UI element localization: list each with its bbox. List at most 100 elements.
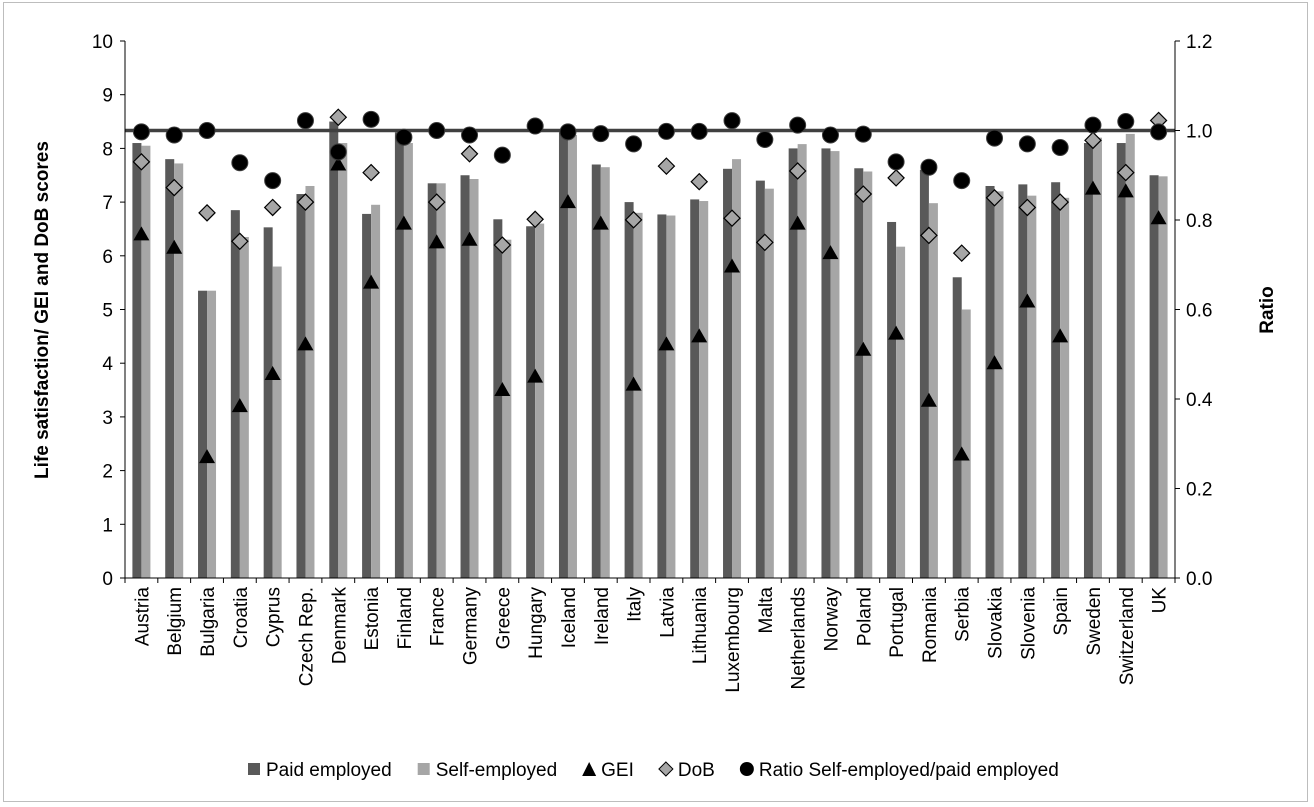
category-label: Malta: [756, 587, 777, 634]
legend-swatch-ratio: [739, 762, 754, 776]
marker-gei: [920, 392, 937, 407]
marker-ratio: [198, 122, 216, 139]
marker-gei: [1150, 210, 1167, 225]
y2-axis-title: Ratio: [1257, 286, 1278, 334]
bar-paid-employed: [755, 180, 765, 578]
legend-swatch-self: [417, 763, 430, 775]
bar-paid-employed: [723, 168, 733, 578]
marker-dob: [755, 233, 774, 252]
marker-gei: [1019, 293, 1036, 308]
marker-dob: [624, 210, 643, 229]
category-label: Poland: [854, 587, 875, 646]
bar-self-employed: [1027, 195, 1037, 578]
marker-gei: [986, 355, 1003, 370]
marker-dob: [1051, 193, 1070, 211]
marker-gei: [559, 194, 576, 209]
bar-paid-employed: [1083, 143, 1093, 578]
legend-label: DoB: [678, 760, 715, 781]
marker-ratio: [493, 146, 511, 164]
bar-self-employed: [1158, 176, 1168, 578]
bar-paid-employed: [558, 132, 568, 579]
y2-tick-label: 0.4: [1186, 390, 1213, 411]
bar-self-employed: [502, 239, 512, 578]
y-tick-label: 10: [92, 32, 113, 53]
legend-swatch-paid: [248, 763, 260, 775]
bar-self-employed: [764, 188, 774, 579]
bar-self-employed: [797, 144, 807, 578]
bar-self-employed: [338, 143, 348, 578]
marker-ratio: [690, 122, 708, 140]
bar-paid-employed: [362, 213, 372, 578]
marker-gei: [330, 156, 347, 171]
marker-ratio: [428, 122, 446, 139]
marker-ratio: [789, 116, 807, 134]
category-label: Germany: [461, 587, 482, 666]
marker-ratio: [723, 112, 741, 130]
category-label: Croatia: [231, 587, 252, 649]
bar-paid-employed: [985, 185, 995, 579]
marker-ratio: [854, 125, 872, 143]
y-tick-label: 4: [102, 354, 113, 375]
marker-dob: [1116, 163, 1135, 182]
marker-gei: [395, 215, 412, 230]
bar-paid-employed: [329, 121, 339, 579]
bar-self-employed: [305, 185, 315, 579]
bar-self-employed: [436, 183, 446, 578]
bar-self-employed: [141, 145, 151, 578]
bar-paid-employed: [952, 277, 962, 578]
bar-self-employed: [535, 223, 545, 578]
bar-paid-employed: [165, 159, 175, 578]
marker-gei: [363, 274, 380, 289]
marker-ratio: [953, 172, 971, 190]
marker-dob: [526, 210, 545, 229]
y2-tick-label: 0.2: [1186, 480, 1212, 501]
category-label: Sweden: [1084, 587, 1105, 656]
legend-label: GEI: [601, 760, 634, 781]
marker-ratio: [362, 110, 380, 128]
marker-gei: [888, 325, 905, 340]
category-label: Austria: [132, 587, 153, 647]
marker-dob: [263, 198, 282, 217]
marker-dob: [657, 157, 676, 175]
marker-dob: [887, 169, 905, 187]
category-label: Belgium: [165, 587, 186, 656]
marker-ratio: [920, 158, 938, 176]
bar-self-employed: [600, 167, 610, 578]
legend: Paid employed Self-employed GEI DoB Ratio Se…: [248, 760, 1059, 781]
marker-ratio: [329, 143, 347, 161]
category-label: Estonia: [362, 587, 383, 651]
marker-gei: [789, 215, 806, 230]
bar-self-employed: [666, 215, 676, 578]
marker-gei: [527, 368, 544, 383]
marker-dob: [427, 193, 446, 211]
category-label: Iceland: [559, 587, 580, 648]
marker-ratio: [986, 129, 1004, 147]
legend-label: Self-employed: [436, 760, 557, 781]
legend-label: Paid employed: [266, 760, 392, 781]
marker-dob: [296, 193, 315, 211]
marker-dob: [329, 108, 348, 127]
bar-self-employed: [174, 163, 184, 578]
bar-paid-employed: [854, 168, 864, 579]
bar-paid-employed: [296, 194, 306, 579]
marker-gei: [658, 336, 675, 351]
bar-paid-employed: [657, 214, 667, 579]
y2-tick-label: 0.0: [1186, 569, 1212, 590]
category-label: France: [428, 587, 449, 646]
marker-gei: [199, 449, 216, 464]
marker-ratio: [821, 126, 839, 144]
category-label: UK: [1150, 587, 1171, 614]
bar-paid-employed: [887, 221, 897, 578]
bar-self-employed: [699, 201, 709, 578]
bar-paid-employed: [460, 175, 470, 578]
bar-self-employed: [863, 171, 873, 578]
marker-ratio: [1051, 139, 1069, 157]
category-label: Bulgaria: [198, 587, 219, 657]
category-label: Switzerland: [1117, 587, 1138, 685]
category-label: Finland: [395, 587, 416, 649]
y2-tick-label: 1.2: [1186, 32, 1212, 53]
markers-layer: [132, 108, 1168, 464]
category-label: Ireland: [592, 587, 613, 645]
category-label: Denmark: [329, 587, 350, 665]
